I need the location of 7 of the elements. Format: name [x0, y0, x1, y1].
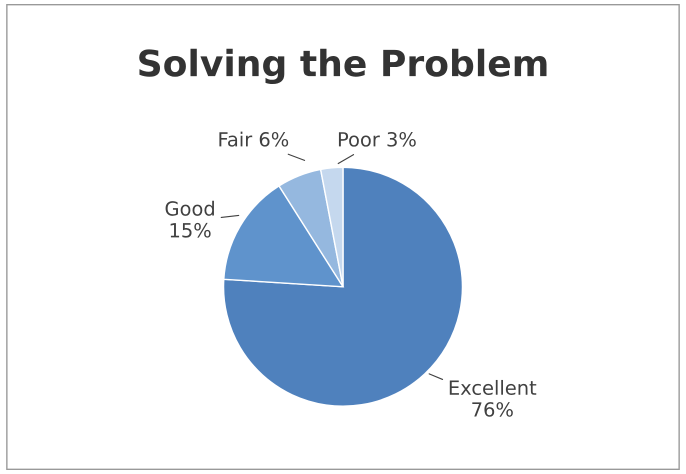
slice-label: Excellent — [450, 380, 536, 395]
slice-label: Poor 3% — [338, 132, 416, 147]
data-label: 76% — [472, 402, 513, 417]
data-label: 15% — [170, 222, 211, 238]
slice-label: Fair 6% — [219, 132, 288, 147]
slice-label: Good — [166, 200, 214, 216]
chart-title: Solving the Problem — [139, 48, 546, 84]
